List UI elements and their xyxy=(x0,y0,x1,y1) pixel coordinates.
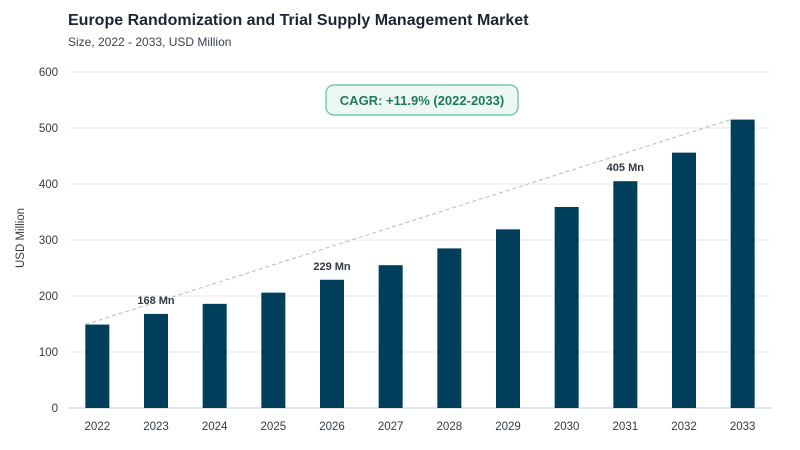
x-tick-label: 2032 xyxy=(671,421,697,433)
x-tick-label: 2026 xyxy=(319,421,345,433)
x-tick-label: 2031 xyxy=(613,421,639,433)
data-label: 405 Mn xyxy=(607,162,645,174)
labels: 0 100 200 300 400 500 600 2022 2023 2024 2025 2026 2… xyxy=(39,67,756,433)
data-label: 229 Mn xyxy=(313,261,351,273)
cagr-badge: CAGR: +11.9% (2022-2033) xyxy=(325,84,519,116)
bar-2029 xyxy=(496,229,520,408)
y-tick-label: 600 xyxy=(39,67,58,79)
bar-2026 xyxy=(320,279,344,408)
bar-2031 xyxy=(613,181,638,408)
chart-subtitle: Size, 2022 - 2033, USD Million xyxy=(68,35,232,49)
y-tick-label: 0 xyxy=(52,403,58,415)
bar-2028 xyxy=(437,248,462,408)
x-tick-label: 2024 xyxy=(202,421,228,433)
bar-2030 xyxy=(554,206,579,408)
chart-title: Europe Randomization and Trial Supply Ma… xyxy=(68,12,529,29)
cagr-badge-box xyxy=(325,84,519,116)
x-tick-label: 2023 xyxy=(143,421,169,433)
x-tick-label: 2029 xyxy=(495,421,521,433)
x-tick-label: 2030 xyxy=(554,421,580,433)
trend-line-layer xyxy=(85,119,731,326)
bar-2023 xyxy=(144,313,168,408)
bar-2022 xyxy=(85,324,110,408)
y-tick-label: 300 xyxy=(39,235,58,247)
y-tick-label: 400 xyxy=(39,179,58,191)
x-tick-label: 2033 xyxy=(730,421,756,433)
cagr-badge-text: CAGR: +11.9% (2022-2033) xyxy=(340,93,504,108)
bar-2032 xyxy=(672,152,696,408)
data-label: 168 Mn xyxy=(137,295,175,307)
y-tick-label: 100 xyxy=(39,347,58,359)
bar-2027 xyxy=(378,265,403,408)
bar-2025 xyxy=(261,292,286,408)
x-tick-label: 2022 xyxy=(85,421,111,433)
x-tick-label: 2025 xyxy=(261,421,287,433)
trend-line xyxy=(85,119,731,326)
x-tick-label: 2028 xyxy=(437,421,463,433)
bars xyxy=(85,119,755,408)
bar-2024 xyxy=(202,303,227,408)
y-axis-title: USD Million xyxy=(15,208,27,268)
bar-2033 xyxy=(730,119,755,408)
x-tick-label: 2027 xyxy=(378,421,404,433)
y-tick-label: 200 xyxy=(39,291,58,303)
y-tick-label: 500 xyxy=(39,123,58,135)
grid-lines xyxy=(68,71,772,409)
